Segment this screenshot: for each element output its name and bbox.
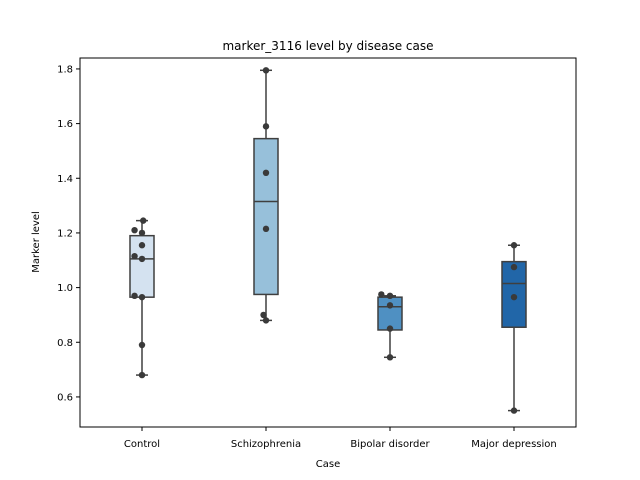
y-axis-label: Marker level [31, 211, 42, 273]
data-point [386, 302, 394, 309]
data-point [140, 217, 147, 224]
data-point [131, 227, 138, 234]
y-tick-label: 1.0 [57, 283, 73, 294]
data-point [262, 317, 270, 324]
data-point [262, 225, 270, 233]
data-point [131, 252, 138, 260]
y-tick-label: 0.8 [57, 338, 73, 349]
data-point [138, 293, 146, 301]
data-point [131, 292, 138, 299]
data-point [262, 169, 270, 176]
x-tick-label: Control [124, 439, 160, 450]
box-body [253, 137, 279, 296]
data-point [386, 354, 394, 361]
data-point [138, 229, 146, 237]
x-tick-label: Bipolar disorder [350, 439, 430, 450]
data-point [510, 242, 518, 249]
axes: 0.6 0.8 1.0 1.2 1.4 1.6 1.8 Control Schizophreni… [57, 57, 577, 450]
data-points [131, 67, 518, 414]
x-tick-label: Major depression [471, 439, 557, 450]
box-body [377, 296, 403, 331]
y-tick-label: 1.6 [57, 119, 73, 130]
data-point [386, 292, 394, 299]
data-point [138, 371, 146, 379]
data-point [378, 291, 385, 298]
y-tick-label: 1.2 [57, 228, 73, 239]
box-bipolar-disorder [377, 295, 403, 359]
data-point [262, 67, 270, 74]
data-point [138, 242, 146, 249]
data-point [510, 263, 518, 271]
data-point [510, 407, 518, 414]
x-tick-label: Schizophrenia [231, 439, 301, 450]
data-point [386, 325, 394, 332]
data-point [510, 293, 518, 301]
data-point [138, 255, 146, 263]
y-tick-label: 0.6 [57, 392, 73, 403]
x-axis-label: Case [316, 459, 340, 470]
data-point [138, 341, 146, 349]
data-point [260, 311, 267, 319]
axes-frame [79, 57, 577, 428]
y-tick-label: 1.8 [57, 64, 73, 75]
chart-title: marker_3116 level by disease case [222, 39, 433, 53]
data-point [262, 123, 270, 130]
y-tick-label: 1.4 [57, 174, 73, 185]
